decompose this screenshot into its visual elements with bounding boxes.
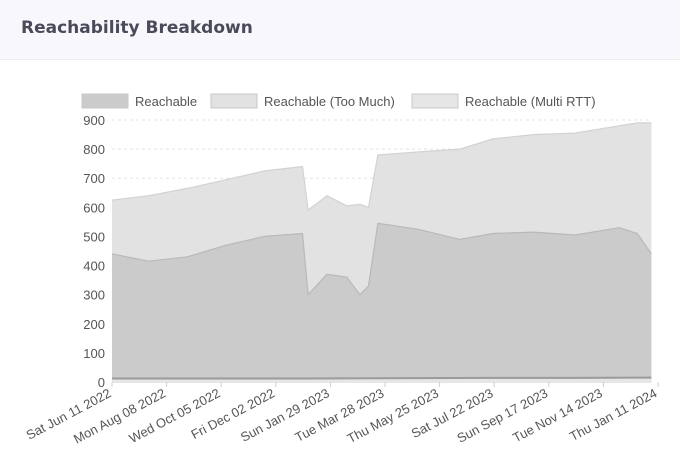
legend-swatch: [210, 93, 258, 109]
y-tick-label: 600: [83, 200, 105, 215]
series-line-reachable-multi-rtt: [112, 376, 652, 380]
y-tick-label: 100: [83, 346, 105, 361]
y-tick-label: 400: [83, 259, 105, 274]
series-area-reachable: [112, 223, 652, 382]
y-tick-label: 800: [83, 142, 105, 157]
y-tick-label: 700: [83, 171, 105, 186]
card-header: Reachability Breakdown: [0, 0, 680, 60]
y-tick-label: 200: [83, 317, 105, 332]
chart-title: Reachability Breakdown: [21, 18, 253, 38]
series-line-reachable: [111, 222, 652, 297]
legend-swatch: [81, 93, 129, 109]
x-tick-label: Mon Aug 08 2022: [71, 385, 168, 446]
x-tick-label: Wed Oct 05 2022: [126, 385, 222, 446]
legend-label: Reachable (Multi RTT): [465, 94, 596, 109]
y-tick-label: 500: [83, 229, 105, 244]
legend-swatch: [411, 93, 459, 109]
legend-label: Reachable (Too Much): [264, 94, 395, 109]
y-tick-label: 900: [83, 113, 105, 128]
x-tick-label: Thu May 25 2023: [345, 385, 441, 446]
y-tick-label: 0: [98, 375, 105, 390]
y-tick-label: 300: [83, 288, 105, 303]
legend-label: Reachable: [135, 94, 197, 109]
series-line-reachable-too-much: [111, 122, 652, 212]
x-tick-label: Sun Sep 17 2023: [454, 385, 550, 445]
